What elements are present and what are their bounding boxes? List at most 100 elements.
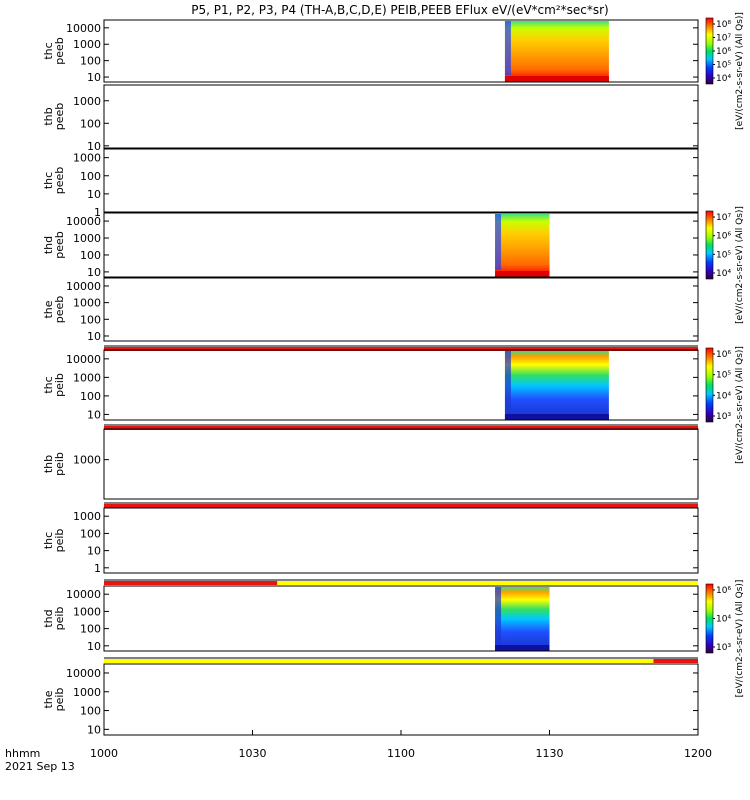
colorbar-scale bbox=[705, 210, 714, 280]
y-tick-label: 10000 bbox=[66, 280, 101, 293]
panel-frame bbox=[103, 428, 699, 500]
y-axis-label: peib bbox=[53, 529, 66, 553]
y-axis-label: thd bbox=[42, 609, 55, 627]
colorbar-scale bbox=[705, 347, 714, 423]
panel-frame bbox=[103, 663, 699, 736]
panel-frame bbox=[103, 585, 699, 652]
y-tick-label: 10 bbox=[87, 723, 101, 736]
colorbar-tick-label: 10⁴ bbox=[716, 391, 731, 401]
spectrogram-edge bbox=[495, 214, 502, 270]
y-axis-label: peeb bbox=[53, 103, 66, 131]
y-axis-label: the bbox=[42, 300, 55, 318]
y-axis-label: peeb bbox=[53, 37, 66, 65]
panels-group: 10100100010000thcpeeb101001000thbpeeb110… bbox=[42, 19, 699, 736]
y-tick-label: 100 bbox=[80, 527, 101, 540]
y-tick-label: 10 bbox=[87, 188, 101, 201]
colorbar-tick-label: 10⁷ bbox=[716, 34, 731, 44]
y-tick-label: 10000 bbox=[66, 215, 101, 228]
colorbar-tick-label: 10⁸ bbox=[716, 20, 731, 30]
y-tick-label: 1000 bbox=[73, 686, 101, 699]
y-tick-label: 10 bbox=[87, 408, 101, 421]
y-tick-label: 100 bbox=[80, 249, 101, 262]
spectrogram-block bbox=[504, 21, 609, 82]
colorbar-scale bbox=[705, 583, 714, 654]
panel-frame bbox=[103, 349, 699, 421]
colorbars-group: 10⁸ 10⁷ 10⁶ 10⁵ 10⁴ [eV/(cm2-s-sr-eV) (All Qs… bbox=[705, 12, 745, 697]
colorbar-2: 10⁶ 10⁵ 10⁴ 10³ [eV/(cm2-s-sr-eV) (All Qs)] bbox=[705, 346, 745, 464]
y-tick-label: 100 bbox=[80, 170, 101, 183]
status-bar-segment bbox=[104, 426, 698, 430]
spectrogram-edge bbox=[504, 351, 511, 413]
y-axis-label: the bbox=[42, 690, 55, 708]
colorbar-tick-label: 10⁷ bbox=[716, 213, 731, 223]
spectrogram-low-band bbox=[504, 76, 609, 82]
panel-frame bbox=[103, 507, 699, 574]
colorbar-tick-label: 10⁴ bbox=[716, 615, 731, 625]
y-tick-label: 1000 bbox=[73, 371, 101, 384]
panel-frame bbox=[103, 212, 699, 278]
y-tick-label: 1000 bbox=[73, 232, 101, 245]
colorbar-0: 10⁸ 10⁷ 10⁶ 10⁵ 10⁴ [eV/(cm2-s-sr-eV) (All Qs… bbox=[705, 12, 745, 130]
panel-frame bbox=[103, 19, 699, 83]
y-axis-label: thd bbox=[42, 236, 55, 254]
y-tick-label: 10 bbox=[87, 330, 101, 343]
y-tick-label: 10000 bbox=[66, 353, 101, 366]
y-tick-label: 100 bbox=[80, 117, 101, 130]
x-tick-label: 1000 bbox=[90, 747, 118, 760]
x-tick-label: 1130 bbox=[536, 747, 564, 760]
colorbar-tick-label: 10⁵ bbox=[716, 250, 731, 260]
y-tick-label: 1 bbox=[94, 562, 101, 575]
colorbar-tick-label: 10³ bbox=[716, 643, 731, 653]
colorbar-tick-label: 10⁶ bbox=[716, 350, 731, 360]
x-tick-label: 1030 bbox=[239, 747, 267, 760]
spectrogram-low-band bbox=[495, 271, 550, 277]
status-bar-segment bbox=[104, 659, 654, 663]
y-tick-label: 100 bbox=[80, 313, 101, 326]
x-axis: 1000 1030 1100 1130 1200 bbox=[90, 730, 712, 760]
spectrogram-low-band bbox=[504, 414, 609, 420]
y-tick-label: 100 bbox=[80, 390, 101, 403]
spectrogram-block bbox=[504, 351, 609, 420]
y-tick-label: 100 bbox=[80, 623, 101, 636]
spectrogram-block bbox=[495, 214, 550, 277]
status-bar-segment bbox=[104, 504, 698, 508]
panel-frame bbox=[103, 277, 699, 342]
panel-frame bbox=[103, 148, 699, 213]
y-axis-label: peib bbox=[53, 607, 66, 631]
date-label: 2021 Sep 13 bbox=[5, 760, 75, 773]
y-axis-label: thc bbox=[42, 172, 55, 189]
colorbar-3: 10⁶ 10⁴ 10³ [eV/(cm2-s-sr-eV) (All Qs)] bbox=[705, 580, 745, 697]
y-tick-label: 10 bbox=[87, 640, 101, 653]
x-tick-label: 1100 bbox=[387, 747, 415, 760]
y-tick-label: 10 bbox=[87, 266, 101, 279]
y-tick-label: 1000 bbox=[73, 38, 101, 51]
y-axis-label: peib bbox=[53, 452, 66, 476]
y-axis-label: thc bbox=[42, 376, 55, 393]
y-tick-label: 10 bbox=[87, 545, 101, 558]
y-tick-label: 1000 bbox=[73, 297, 101, 310]
status-bar-segment bbox=[653, 659, 698, 663]
colorbar-tick-label: 10⁶ bbox=[716, 586, 731, 596]
y-tick-label: 10000 bbox=[66, 667, 101, 680]
colorbar-tick-label: 10⁶ bbox=[716, 232, 731, 242]
status-bar-segment bbox=[104, 347, 698, 351]
colorbar-label: [eV/(cm2-s-sr-eV) (All Qs)] bbox=[735, 346, 745, 464]
y-axis-label: thb bbox=[42, 107, 55, 125]
y-tick-label: 1 bbox=[94, 206, 101, 219]
y-tick-label: 1000 bbox=[73, 95, 101, 108]
colorbar-tick-label: 10⁴ bbox=[716, 74, 731, 84]
figure-title: P5, P1, P2, P3, P4 (TH-A,B,C,D,E) PEIB,P… bbox=[191, 3, 608, 17]
y-tick-label: 10 bbox=[87, 71, 101, 84]
y-axis-label: peeb bbox=[53, 167, 66, 195]
colorbar-tick-label: 10³ bbox=[716, 412, 731, 422]
y-tick-label: 10000 bbox=[66, 588, 101, 601]
y-tick-label: 1000 bbox=[73, 510, 101, 523]
